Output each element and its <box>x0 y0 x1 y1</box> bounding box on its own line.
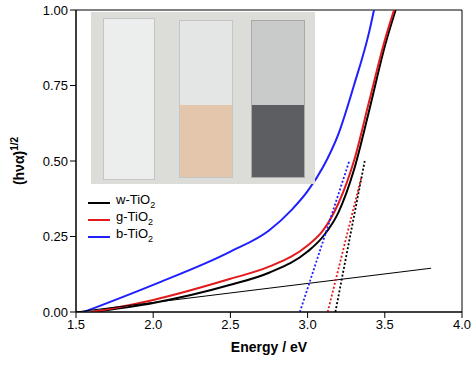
svg-text:3.0: 3.0 <box>299 317 317 332</box>
html-text:g-TiO2: g-TiO2 <box>116 209 153 227</box>
svg-text:4.0: 4.0 <box>453 317 471 332</box>
svg-text:(hνα)1/2: (hνα)1/2 <box>9 136 27 185</box>
html-text:b-TiO2: b-TiO2 <box>116 226 153 244</box>
svg-text:0.50: 0.50 <box>43 154 68 169</box>
html-text:w-TiO2: w-TiO2 <box>116 192 156 210</box>
svg-text:Energy / eV: Energy / eV <box>231 339 308 355</box>
svg-text:0.25: 0.25 <box>43 229 68 244</box>
svg-text:3.5: 3.5 <box>376 317 394 332</box>
svg-text:1.00: 1.00 <box>43 3 68 18</box>
svg-text:0.75: 0.75 <box>43 78 68 93</box>
svg-text:2.5: 2.5 <box>221 317 239 332</box>
svg-text:1.5: 1.5 <box>67 317 85 332</box>
svg-text:2.0: 2.0 <box>144 317 162 332</box>
svg-text:0.00: 0.00 <box>43 305 68 320</box>
